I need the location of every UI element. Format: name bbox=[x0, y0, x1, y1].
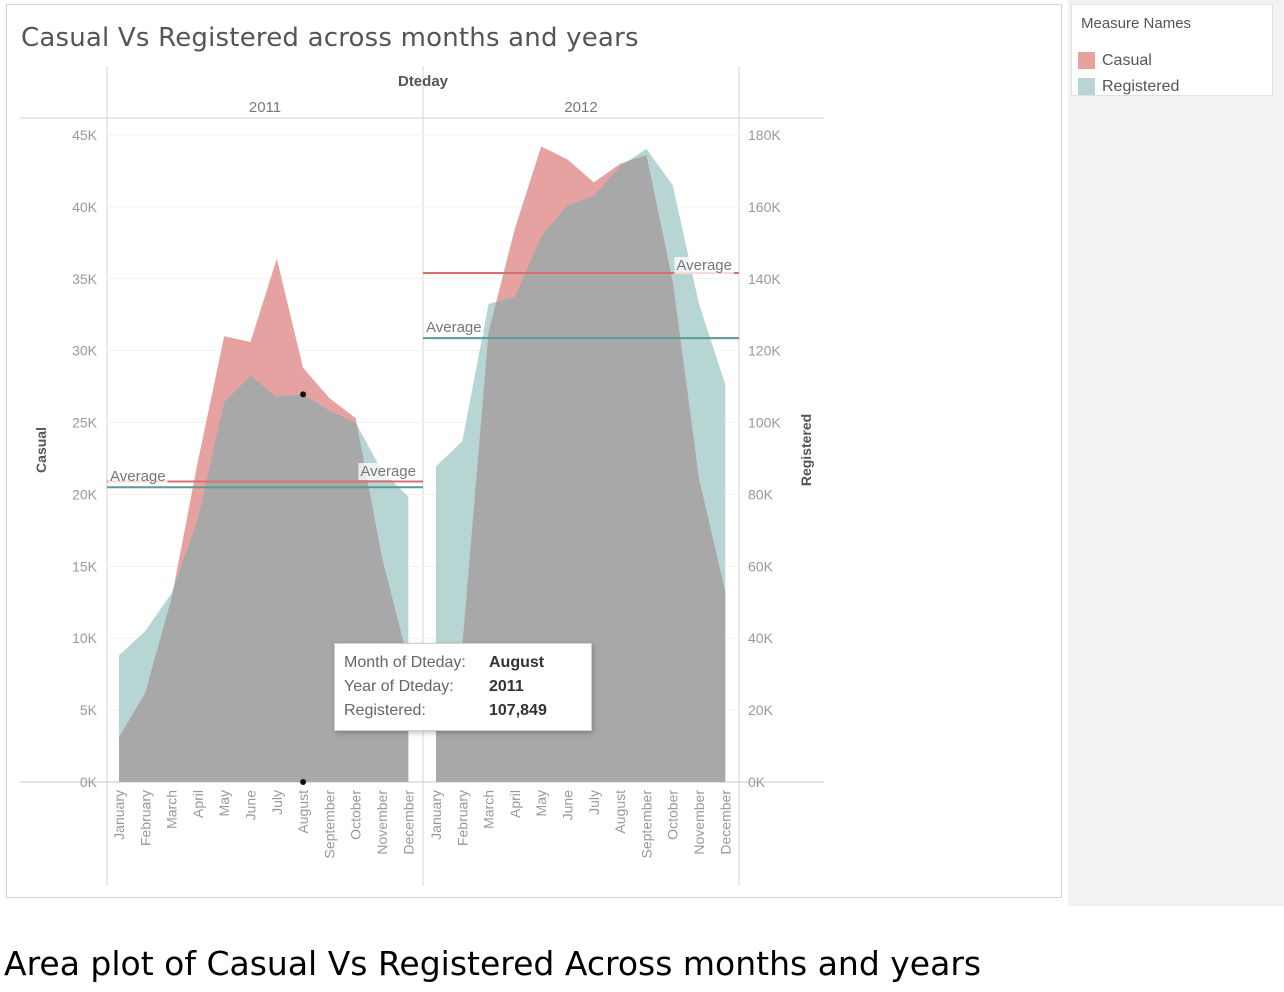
left-tick-label: 25K bbox=[72, 415, 98, 431]
legend-item-registered[interactable]: Registered bbox=[1078, 77, 1268, 97]
month-tick-label: April bbox=[507, 790, 523, 818]
average-label-casual-2011-bg bbox=[108, 468, 168, 485]
legend-swatch-casual bbox=[1078, 52, 1095, 69]
average-label-casual-2012-bg bbox=[674, 257, 734, 274]
legend-label-registered: Registered bbox=[1102, 78, 1180, 95]
tooltip-year-label: Year of Dteday: bbox=[344, 678, 454, 695]
area-overlap-2012 bbox=[436, 148, 726, 782]
month-tick-label: November bbox=[374, 790, 390, 855]
left-tick-label: 20K bbox=[72, 486, 98, 502]
legend: Measure Names Casual Registered bbox=[1071, 4, 1273, 96]
month-tick-label: February bbox=[454, 790, 470, 846]
legend-title: Measure Names bbox=[1081, 15, 1192, 32]
left-tick-label: 5K bbox=[80, 702, 98, 718]
legend-item-casual[interactable]: Casual bbox=[1078, 51, 1268, 71]
average-label-casual-2011: Average bbox=[110, 468, 166, 485]
right-tick-label: 0K bbox=[748, 774, 766, 790]
month-tick-label: March bbox=[481, 790, 497, 829]
y-right-axis-title: Registered bbox=[798, 414, 814, 486]
left-tick-label: 0K bbox=[80, 774, 98, 790]
left-tick-label: 15K bbox=[72, 558, 98, 574]
chart-title: Casual Vs Registered across months and y… bbox=[21, 23, 639, 53]
year-header-2011: 2011 bbox=[249, 99, 281, 116]
month-tick-label: August bbox=[612, 790, 628, 834]
right-tick-label: 80K bbox=[748, 486, 774, 502]
left-tick-label: 45K bbox=[72, 127, 98, 143]
right-tick-label: 180K bbox=[748, 127, 781, 143]
right-tick-label: 100K bbox=[748, 415, 781, 431]
month-tick-label: January bbox=[428, 790, 444, 840]
month-tick-label: September bbox=[638, 790, 654, 859]
month-tick-label: September bbox=[321, 790, 337, 859]
month-tick-label: May bbox=[533, 790, 549, 816]
right-tick-label: 160K bbox=[748, 199, 781, 215]
right-tick-label: 40K bbox=[748, 630, 774, 646]
tooltip-measure-value: 107,849 bbox=[489, 702, 547, 719]
average-label-registered-2012: Average bbox=[426, 319, 482, 336]
month-tick-label: December bbox=[717, 790, 733, 855]
right-tick-label: 140K bbox=[748, 271, 781, 287]
year-header-2012: 2012 bbox=[564, 99, 597, 116]
average-label-registered-2011: Average bbox=[360, 463, 416, 480]
figure-caption: Area plot of Casual Vs Registered Across… bbox=[4, 944, 982, 983]
month-tick-label: December bbox=[400, 790, 416, 855]
average-label-casual-2012: Average bbox=[676, 257, 732, 274]
month-tick-label: October bbox=[665, 790, 681, 840]
column-header: Dteday bbox=[398, 73, 449, 90]
month-tick-label: January bbox=[111, 790, 127, 840]
tooltip-year-value: 2011 bbox=[489, 678, 524, 695]
tooltip: Month of Dteday: August Year of Dteday: … bbox=[334, 643, 592, 731]
month-tick-label: May bbox=[216, 790, 232, 816]
month-tick-label: October bbox=[348, 790, 364, 840]
highlight-baseline-point bbox=[300, 779, 307, 785]
right-tick-label: 20K bbox=[748, 702, 774, 718]
left-tick-label: 30K bbox=[72, 343, 98, 359]
month-tick-label: June bbox=[243, 790, 259, 821]
side-panel bbox=[1068, 0, 1284, 906]
right-tick-label: 60K bbox=[748, 558, 774, 574]
month-tick-label: November bbox=[691, 790, 707, 855]
month-tick-label: February bbox=[137, 790, 153, 846]
highlight-point bbox=[300, 391, 307, 398]
right-tick-label: 120K bbox=[748, 343, 781, 359]
tooltip-month-label: Month of Dteday: bbox=[344, 654, 466, 671]
legend-swatch-registered bbox=[1078, 78, 1095, 95]
tooltip-measure-label: Registered: bbox=[344, 702, 426, 719]
month-tick-label: June bbox=[560, 790, 576, 821]
y-left-axis-title: Casual bbox=[33, 427, 49, 473]
tooltip-month-value: August bbox=[489, 654, 545, 671]
average-label-registered-2012-bg bbox=[424, 319, 484, 336]
area-chart[interactable]: Dteday 2011 2012 0K 5K 10K 15K 20K 25K 30K 35K 40K 4… bbox=[6, 60, 836, 890]
month-tick-label: July bbox=[586, 790, 602, 815]
month-tick-label: April bbox=[190, 790, 206, 818]
left-tick-label: 35K bbox=[72, 271, 98, 287]
left-tick-label: 40K bbox=[72, 199, 98, 215]
month-tick-label: July bbox=[269, 790, 285, 815]
left-tick-label: 10K bbox=[72, 630, 98, 646]
month-tick-label: August bbox=[295, 790, 311, 834]
month-tick-label: March bbox=[164, 790, 180, 829]
legend-label-casual: Casual bbox=[1102, 52, 1152, 69]
average-label-registered-2011-bg bbox=[358, 463, 418, 480]
